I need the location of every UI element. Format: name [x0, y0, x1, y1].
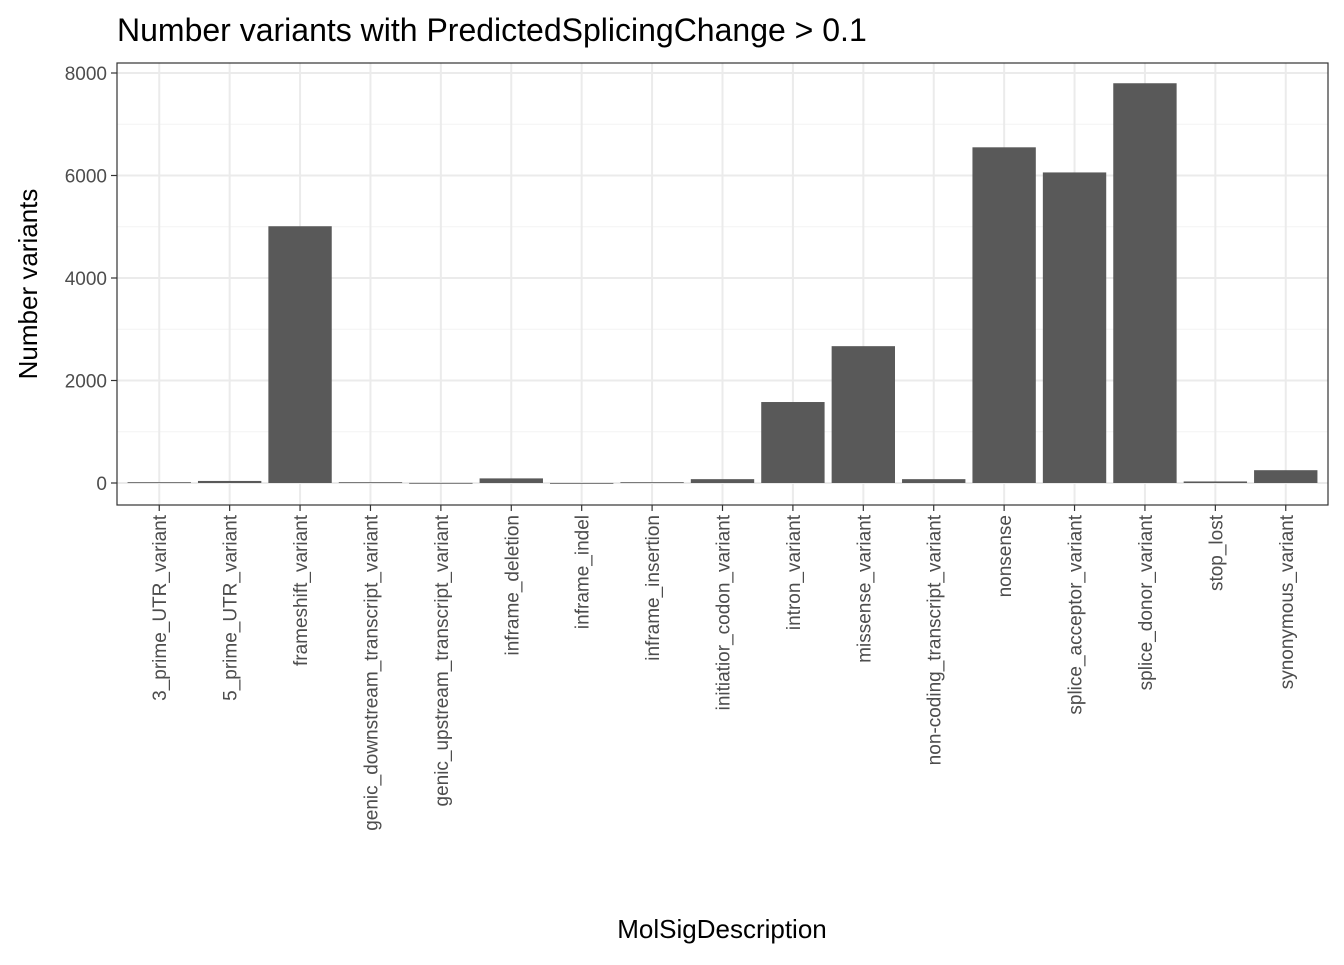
bar-inframe_insertion: [620, 482, 684, 484]
y-axis-label: Number variants: [13, 189, 43, 380]
y-tick-label: 6000: [65, 167, 107, 188]
bar-stop_lost: [1183, 481, 1248, 483]
bar-inframe_deletion: [479, 478, 543, 483]
chart-title: Number variants with PredictedSplicingCh…: [117, 12, 867, 48]
bar-genic_upstream_transcript_variant: [409, 482, 473, 484]
bar-synonymous_variant: [1254, 470, 1318, 483]
x-tick-label: missense_variant: [854, 514, 875, 663]
x-tick-label: genic_downstream_transcript_variant: [361, 514, 382, 830]
x-tick-label: 3_prime_UTR_variant: [150, 514, 171, 701]
x-tick-label: inframe_indel: [573, 515, 594, 629]
bar-3_prime_UTR_variant: [127, 482, 191, 484]
bar-frameshift_variant: [268, 226, 332, 484]
x-tick-label: genic_upstream_transcript_variant: [432, 514, 453, 806]
y-tick-label: 2000: [65, 372, 107, 393]
bar-initiatior_codon_variant: [690, 479, 755, 483]
bar-non-coding_transcript_variant: [902, 479, 966, 483]
bar-intron_variant: [761, 402, 825, 483]
x-tick-label: inframe_deletion: [502, 515, 523, 655]
x-tick-label: frameshift_variant: [291, 514, 312, 666]
x-tick-label: inframe_insertion: [643, 515, 664, 661]
x-tick-label: splice_acceptor_variant: [1066, 514, 1087, 714]
x-tick-label: initiatior_codon_variant: [714, 514, 735, 710]
y-tick-label: 0: [96, 474, 107, 495]
x-axis-label: MolSigDescription: [617, 914, 827, 944]
x-tick-label: nonsense: [995, 515, 1016, 597]
bar-genic_downstream_transcript_variant: [338, 482, 403, 484]
x-tick-label: 5_prime_UTR_variant: [221, 514, 242, 701]
x-tick-label: non-coding_transcript_variant: [925, 514, 946, 765]
x-tick-label: stop_lost: [1206, 514, 1227, 591]
y-tick-label: 4000: [65, 269, 107, 290]
bar-5_prime_UTR_variant: [197, 480, 262, 483]
bar-splice_donor_variant: [1113, 83, 1177, 483]
x-tick-label: splice_donor_variant: [1136, 514, 1157, 690]
x-tick-label: synonymous_variant: [1277, 514, 1298, 689]
bar-nonsense: [972, 147, 1036, 483]
bar-missense_variant: [831, 346, 895, 483]
bar-splice_acceptor_variant: [1042, 172, 1107, 484]
bar-inframe_indel: [550, 482, 614, 484]
x-tick-label: intron_variant: [784, 514, 805, 630]
y-tick-label: 8000: [65, 64, 107, 85]
